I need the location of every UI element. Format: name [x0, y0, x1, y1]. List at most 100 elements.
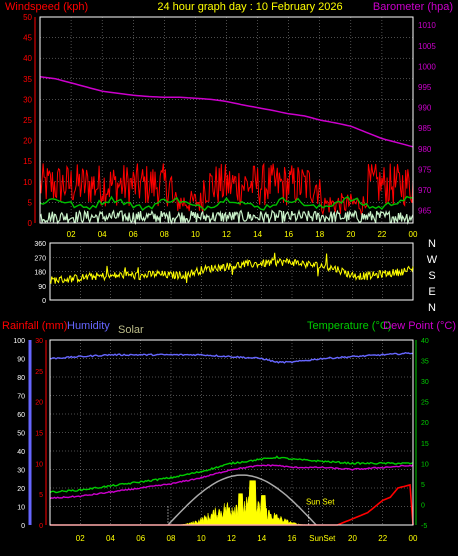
- rainfall-tick-label: 30: [35, 338, 43, 345]
- compass-letter: W: [427, 254, 438, 266]
- dewpoint-line: [49, 464, 414, 500]
- humidity-line: [49, 351, 413, 364]
- humidity-tick-label: 40: [17, 449, 25, 456]
- humidity-tick-label: 20: [17, 486, 25, 493]
- wind-panel-frame: [39, 16, 414, 224]
- time-tick-label: 16: [288, 534, 297, 543]
- temperature-tick-label: -5: [421, 523, 427, 530]
- wind-tick-label: 50: [23, 13, 32, 22]
- time-tick-label: 14: [253, 230, 262, 239]
- wind-tick-label: 30: [23, 95, 32, 104]
- time-tick-label: 10: [191, 230, 200, 239]
- time-tick-label: 02: [76, 534, 85, 543]
- baro-tick-label: 975: [418, 165, 432, 174]
- compass-letter: N: [428, 238, 436, 250]
- direction-tick-label: 0: [42, 298, 46, 305]
- rainfall-tick-label: 0: [39, 523, 43, 530]
- time-tick-label: 12: [222, 230, 231, 239]
- time-tick-label: 02: [67, 230, 76, 239]
- baro-tick-label: 1005: [418, 42, 436, 51]
- temp-rain-solar-panel: Sun Set010203040506070809010005101520253…: [13, 338, 429, 543]
- time-tick-label: 14: [257, 534, 266, 543]
- rainfall-tick-label: 25: [35, 369, 43, 376]
- compass-letter: N: [428, 302, 436, 314]
- time-tick-label: 08: [160, 230, 169, 239]
- temperature-tick-label: 35: [421, 359, 429, 366]
- temperature-tick-label: 25: [421, 400, 429, 407]
- time-tick-label: 16: [284, 230, 293, 239]
- temperature-tick-label: 40: [421, 338, 429, 345]
- time-tick-label: 10: [197, 534, 206, 543]
- solar-theoretical-curve: [167, 474, 317, 526]
- temperature-tick-label: 30: [421, 379, 429, 386]
- wind-speed-line: [39, 209, 414, 225]
- rainfall-axis-title: Rainfall (mm): [2, 320, 67, 332]
- direction-tick-label: 90: [38, 284, 46, 291]
- direction-tick-label: 180: [34, 270, 46, 277]
- wind-tick-label: 45: [23, 34, 32, 43]
- temperature-tick-label: 20: [421, 420, 429, 427]
- time-tick-label: 04: [98, 230, 107, 239]
- solar-label: Solar: [118, 324, 144, 336]
- baro-tick-label: 1000: [418, 62, 436, 71]
- rainfall-tick-label: 10: [35, 461, 43, 468]
- temperature-line: [49, 455, 414, 494]
- wind-baro-panel: 0 5 10 15 20 25 30 35 40 45 50 965 970 975 980 985 990 99…: [23, 13, 436, 239]
- time-tick-label: 00: [409, 534, 418, 543]
- wind-tick-label: 40: [23, 54, 32, 63]
- wind-tick-label: 35: [23, 75, 32, 84]
- time-tick-label: 22: [378, 534, 387, 543]
- wind-tick-label: 0: [28, 219, 33, 228]
- temperature-tick-label: 5: [421, 482, 425, 489]
- dewpoint-axis-title: Dew Point (°C): [383, 320, 456, 332]
- humidity-axis-title: Humidity: [67, 320, 110, 332]
- solar-radiation-area: [179, 480, 311, 526]
- rainfall-tick-label: 15: [35, 431, 43, 438]
- wind-tick-label: 20: [23, 137, 32, 146]
- time-tick-label: 20: [346, 230, 355, 239]
- time-tick-label: 04: [106, 534, 115, 543]
- time-tick-label: 22: [377, 230, 386, 239]
- time-tick-label: 20: [348, 534, 357, 543]
- humidity-tick-label: 90: [17, 357, 25, 364]
- baro-tick-label: 985: [418, 124, 432, 133]
- temperature-tick-label: 10: [421, 461, 429, 468]
- wind-tick-label: 5: [28, 198, 33, 207]
- time-tick-label: 06: [129, 230, 138, 239]
- humidity-tick-label: 60: [17, 412, 25, 419]
- humidity-tick-label: 10: [17, 505, 25, 512]
- baro-tick-label: 995: [418, 83, 432, 92]
- wind-tick-label: 25: [23, 116, 32, 125]
- graph-title: 24 hour graph day : 10 February 2026: [157, 1, 342, 13]
- temp-panel-frame: [49, 339, 414, 526]
- time-tick-label: 00: [409, 230, 418, 239]
- time-tick-label: 18: [315, 230, 324, 239]
- wind-gust-line: [39, 162, 414, 216]
- direction-tick-label: 270: [34, 255, 46, 262]
- wind-tick-label: 10: [23, 178, 32, 187]
- temperature-axis-title: Temperature (°C): [307, 320, 391, 332]
- compass-letter: E: [428, 286, 435, 298]
- time-tick-label: 08: [167, 534, 176, 543]
- humidity-tick-label: 100: [13, 338, 25, 345]
- direction-tick-label: 360: [34, 241, 46, 248]
- time-tick-label: 06: [136, 534, 145, 543]
- rainfall-tick-label: 20: [35, 400, 43, 407]
- humidity-tick-label: 30: [17, 468, 25, 475]
- baro-tick-label: 1010: [418, 21, 436, 30]
- time-tick-label: SunSet: [309, 534, 336, 543]
- humidity-tick-label: 0: [21, 523, 25, 530]
- time-tick-label: 12: [227, 534, 236, 543]
- baro-axis-title: Barometer (hpa): [373, 1, 453, 13]
- humidity-tick-label: 50: [17, 431, 25, 438]
- wind-average-line: [39, 195, 413, 212]
- wind-tick-label: 15: [23, 157, 32, 166]
- sunset-annotation: Sun Set: [306, 498, 335, 507]
- barometer-line: [39, 75, 414, 148]
- rainfall-tick-label: 5: [39, 492, 43, 499]
- humidity-tick-label: 80: [17, 375, 25, 382]
- baro-tick-label: 965: [418, 207, 432, 216]
